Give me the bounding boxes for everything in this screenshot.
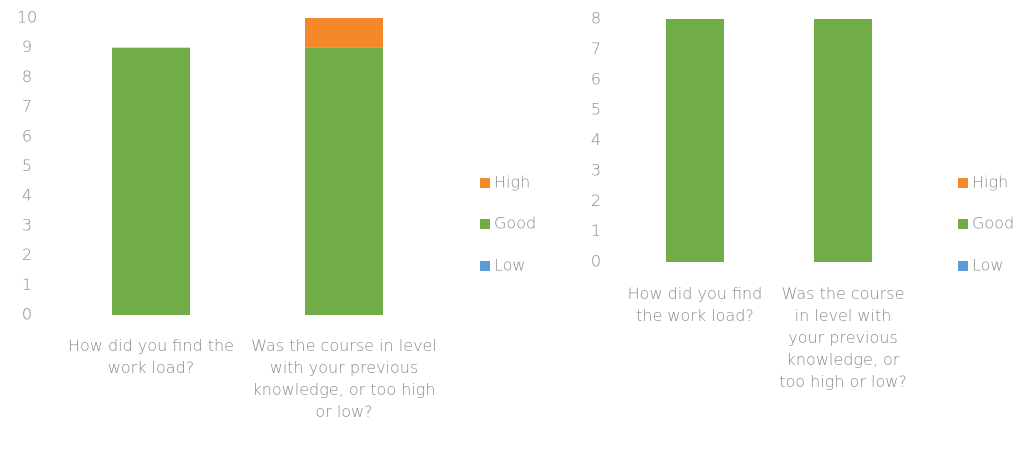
x-tick-label: Was the course in level with your previo… bbox=[251, 336, 437, 421]
y-tick-label: 1 bbox=[591, 221, 601, 240]
y-tick-label: 9 bbox=[22, 37, 32, 56]
y-tick-label: 4 bbox=[22, 186, 32, 205]
legend-label: Low bbox=[972, 256, 1004, 275]
y-tick-label: 8 bbox=[22, 67, 32, 86]
y-tick-label: 7 bbox=[591, 39, 601, 58]
y-tick-label: 4 bbox=[591, 130, 601, 149]
bar-segment bbox=[814, 19, 872, 262]
x-tick-label: Was the course in level with your previo… bbox=[779, 284, 907, 391]
legend-label: Low bbox=[494, 256, 526, 275]
legend-swatch bbox=[480, 178, 490, 188]
x-tick-label: How did you find the work load? bbox=[627, 284, 763, 325]
legend-label: High bbox=[494, 173, 530, 192]
legend-label: Good bbox=[494, 214, 536, 233]
x-tick-label: How did you find the work load? bbox=[67, 336, 235, 377]
bar-segment bbox=[666, 19, 724, 262]
y-tick-label: 6 bbox=[591, 69, 601, 88]
legend-swatch bbox=[958, 261, 968, 271]
y-tick-label: 8 bbox=[591, 9, 601, 28]
legend-label: Good bbox=[972, 214, 1014, 233]
y-tick-label: 5 bbox=[591, 100, 601, 119]
y-tick-label: 7 bbox=[22, 97, 32, 116]
legend-swatch bbox=[480, 219, 490, 229]
y-tick-label: 6 bbox=[22, 126, 32, 145]
y-tick-label: 3 bbox=[591, 160, 601, 179]
legend-swatch bbox=[958, 219, 968, 229]
bar-segment bbox=[112, 47, 190, 315]
legend-swatch bbox=[958, 178, 968, 188]
y-tick-label: 0 bbox=[591, 252, 601, 271]
y-tick-label: 2 bbox=[591, 191, 601, 210]
y-tick-label: 0 bbox=[22, 305, 32, 324]
legend-swatch bbox=[480, 261, 490, 271]
legend-label: High bbox=[972, 173, 1008, 192]
y-tick-label: 10 bbox=[17, 8, 37, 27]
y-tick-label: 1 bbox=[22, 275, 32, 294]
bar-segment bbox=[305, 47, 383, 315]
y-tick-label: 3 bbox=[22, 215, 32, 234]
bar-segment bbox=[305, 18, 383, 48]
y-tick-label: 2 bbox=[22, 245, 32, 264]
y-tick-label: 5 bbox=[22, 156, 32, 175]
